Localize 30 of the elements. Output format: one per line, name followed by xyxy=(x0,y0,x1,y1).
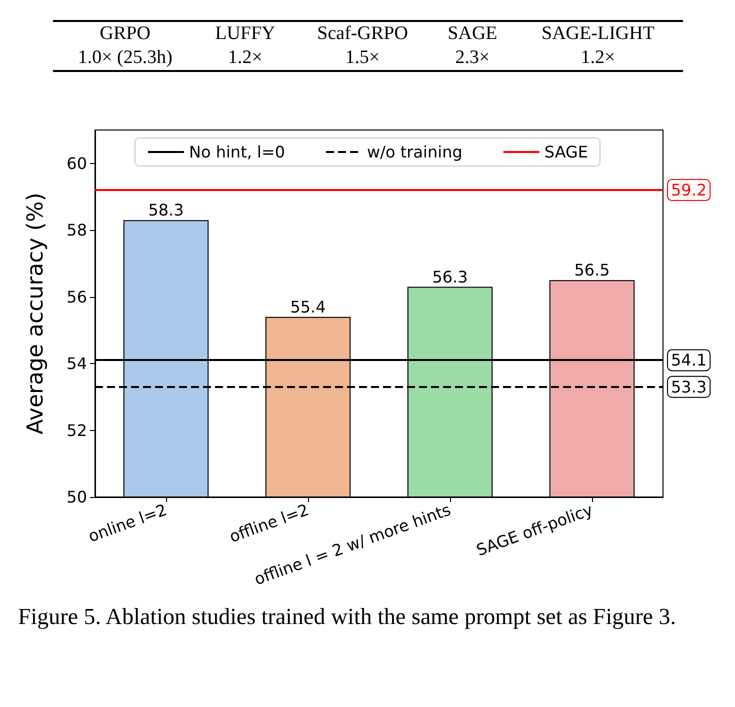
text: 1.2× xyxy=(226,46,264,70)
caption: Figure 5. Ablation studies trained with the same prompt set as Figure 3. xyxy=(18,603,677,631)
y-tick-label: 56 xyxy=(66,287,87,306)
ref-line-label: 59.2 xyxy=(671,180,707,200)
data-label: 56.5 xyxy=(574,260,610,280)
ref-line-label: 53.3 xyxy=(671,377,707,396)
text: 2.3× xyxy=(454,46,491,70)
text: 1.0× (25.3h) xyxy=(76,46,174,70)
x-tick-label: offline l=2 xyxy=(226,500,312,546)
data-label: 58.3 xyxy=(148,200,184,220)
y-axis-title: Average accuracy (%) xyxy=(24,192,48,434)
ref-line-label: 54.1 xyxy=(671,350,707,370)
text: Scaf-GRPO xyxy=(316,22,409,46)
text: 1.5× xyxy=(344,46,381,70)
y-tick-label: 52 xyxy=(66,420,87,440)
text: 1.2× xyxy=(580,46,616,70)
y-tick-label: 58 xyxy=(66,220,87,240)
text: SAGE xyxy=(446,22,498,46)
legend-label: No hint, l=0 xyxy=(188,142,286,162)
legend-label: SAGE xyxy=(544,142,588,162)
text: GRPO xyxy=(98,22,152,46)
legend-label: w/o training xyxy=(367,142,462,162)
y-tick-label: 50 xyxy=(66,488,87,506)
x-tick-label: online l=2 xyxy=(86,500,170,546)
text: SAGE-LIGHT xyxy=(540,22,656,46)
text: LUFFY xyxy=(214,22,276,46)
data-label: 56.3 xyxy=(432,267,468,286)
data-label: 55.4 xyxy=(290,297,326,316)
y-tick-label: 54 xyxy=(66,354,87,374)
y-tick-label: 60 xyxy=(66,154,87,173)
